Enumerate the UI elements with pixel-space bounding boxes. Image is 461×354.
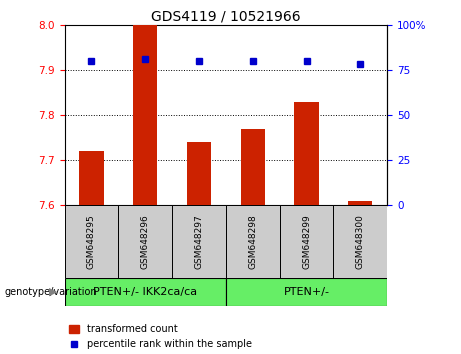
Bar [226,205,280,278]
Text: GSM648297: GSM648297 [195,214,203,269]
Text: PTEN+/-: PTEN+/- [284,287,330,297]
Bar [79,151,104,205]
Text: GSM648295: GSM648295 [87,214,96,269]
Bar [348,201,372,205]
Bar [226,278,387,306]
Text: GSM648298: GSM648298 [248,214,257,269]
Bar [241,129,265,205]
Legend: transformed count, percentile rank within the sample: transformed count, percentile rank withi… [70,324,252,349]
Text: GSM648296: GSM648296 [141,214,150,269]
Text: genotype/variation: genotype/variation [5,287,97,297]
Bar [187,142,211,205]
Bar [65,205,118,278]
Bar [295,102,319,205]
Text: GSM648299: GSM648299 [302,214,311,269]
Bar [133,25,157,205]
Bar [65,278,226,306]
Bar [333,205,387,278]
Bar [172,205,226,278]
Text: PTEN+/- IKK2ca/ca: PTEN+/- IKK2ca/ca [93,287,197,297]
Text: ▶: ▶ [49,287,57,297]
Text: GSM648300: GSM648300 [356,214,365,269]
Bar [118,205,172,278]
Title: GDS4119 / 10521966: GDS4119 / 10521966 [151,10,301,24]
Bar [280,205,333,278]
